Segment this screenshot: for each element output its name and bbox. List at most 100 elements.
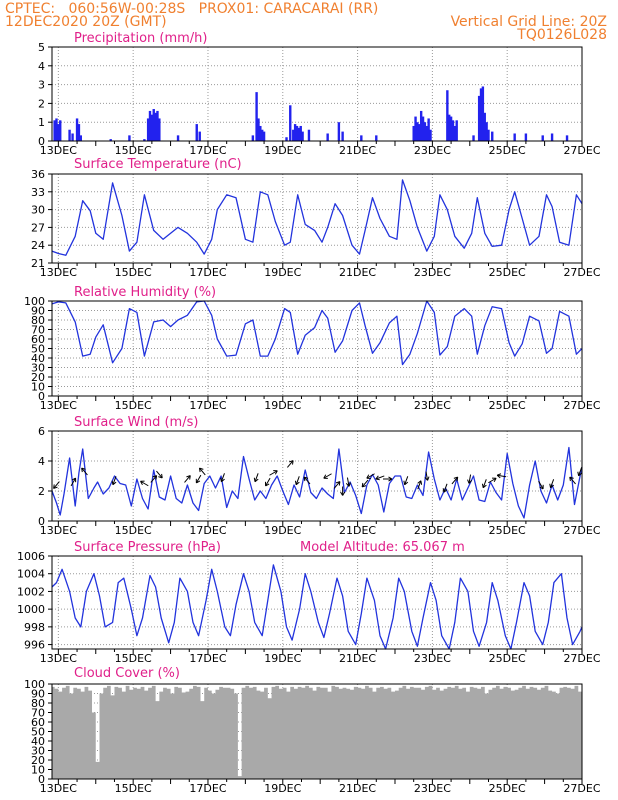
wind-arrow (361, 479, 369, 488)
wind-arrow (303, 476, 311, 485)
wind-arrow-shaft (443, 483, 448, 493)
header-line2-right: Vertical Grid Line: 20Z (450, 14, 607, 30)
x-tick-label: 21DEC (339, 652, 376, 665)
wind-arrow (140, 480, 149, 487)
y-tick-label: 30 (31, 745, 45, 758)
y-tick-label: 80 (31, 697, 45, 710)
wind-arrow-head (186, 475, 191, 480)
wind-arrow-shaft (269, 470, 278, 476)
x-tick-label: 17DEC (189, 266, 226, 279)
y-tick-label: 2 (38, 97, 45, 110)
wind-arrow (294, 476, 300, 486)
wind-arrow-shaft (199, 467, 206, 476)
x-tick-label: 15DEC (115, 524, 152, 537)
wind-arrow-head (81, 467, 86, 473)
cloud-area (52, 685, 582, 779)
wind-arrow-head (273, 470, 278, 475)
y-tick-label: 1004 (17, 568, 45, 581)
y-tick-label: 100 (24, 678, 45, 691)
wind-arrow-shaft (265, 477, 271, 487)
precip-bar (453, 125, 457, 141)
wind-arrow (383, 476, 393, 482)
panel-title: Surface Wind (m/s) (74, 415, 198, 430)
precip-bar (550, 133, 554, 141)
y-tick-label: 5 (38, 41, 45, 54)
y-tick-label: 1 (38, 116, 45, 129)
wind-arrow-shaft (550, 479, 555, 488)
y-tick-label: 10 (31, 764, 45, 777)
wind-arrow-head (345, 482, 351, 487)
y-tick-label: 3 (38, 79, 45, 92)
wind-arrow (150, 475, 158, 483)
wind-arrow-shaft (81, 467, 88, 476)
precip-bar (176, 135, 180, 141)
wind-arrow-head (152, 475, 158, 480)
wind-arrow-head (577, 471, 583, 477)
wind-arrow (198, 467, 206, 476)
wind-arrow-shaft (140, 480, 149, 487)
precip-bar (337, 122, 341, 141)
y-tick-label: 1006 (17, 550, 45, 563)
y-tick-label: 6 (38, 425, 45, 438)
series-line (51, 300, 583, 366)
y-tick-label: 33 (31, 186, 45, 199)
wind-arrow-shaft (195, 474, 202, 484)
precip-bar (261, 129, 264, 141)
precip-bar (429, 129, 432, 141)
x-tick-label: 23DEC (414, 782, 451, 795)
wind-arrow-shaft (451, 476, 459, 485)
wind-arrow-shaft (366, 473, 375, 479)
x-tick-label: 13DEC (40, 524, 77, 537)
x-tick-label: 19DEC (264, 782, 301, 795)
wind-arrow (538, 480, 544, 490)
wind-arrow (184, 475, 191, 483)
y-tick-label: 2 (38, 485, 45, 498)
precip-bar (472, 135, 475, 141)
y-tick-label: 30 (31, 204, 45, 217)
precip-bar (451, 120, 455, 141)
wind-arrow (220, 473, 225, 483)
y-tick-label: 20 (31, 371, 45, 384)
precip-bar (477, 95, 481, 141)
precip-bar (513, 133, 516, 141)
wind-arrow-head (335, 481, 341, 486)
wind-arrow-head (111, 480, 117, 486)
precip-bar (414, 116, 417, 141)
x-tick-label: 25DEC (489, 782, 526, 795)
wind-arrow-head (264, 481, 270, 487)
y-tick-label: 0 (38, 773, 45, 786)
x-tick-label: 15DEC (115, 144, 152, 157)
x-tick-label: 23DEC (414, 144, 451, 157)
x-tick-label: 25DEC (489, 524, 526, 537)
wind-arrow-head (198, 467, 204, 473)
precip-bar (150, 114, 154, 141)
y-tick-label: 60 (31, 333, 45, 346)
precip-bar (146, 118, 150, 141)
precip-bar (262, 131, 266, 141)
panel-0: Precipitation (mm/h) 0 1 2 3 4 5 13DEC 15DEC 17DE… (38, 31, 601, 157)
precip-bar (55, 118, 58, 141)
x-tick-label: 19DEC (264, 524, 301, 537)
y-tick-label: 1000 (17, 603, 45, 616)
wind-arrow (70, 477, 77, 487)
y-tick-label: 21 (31, 257, 45, 270)
wind-arrow-head (294, 480, 300, 486)
x-tick-label: 19DEC (264, 266, 301, 279)
wind-arrow-head (361, 482, 367, 488)
precip-bar (109, 139, 112, 141)
panel-frame (51, 46, 583, 142)
precip-bar (448, 114, 451, 141)
wind-arrow (417, 480, 423, 490)
precip-bar (485, 122, 488, 141)
wind-arrow-head (539, 484, 544, 490)
wind-arrow-shaft (482, 479, 487, 488)
precip-bar (53, 120, 56, 141)
wind-arrow-shaft (488, 477, 497, 484)
wind-arrow-shaft (578, 467, 583, 476)
precip-bar (423, 122, 427, 141)
x-tick-label: 13DEC (40, 782, 77, 795)
y-tick-label: 10 (31, 381, 45, 394)
series-line (51, 564, 583, 650)
wind-arrow-shaft (184, 475, 191, 483)
